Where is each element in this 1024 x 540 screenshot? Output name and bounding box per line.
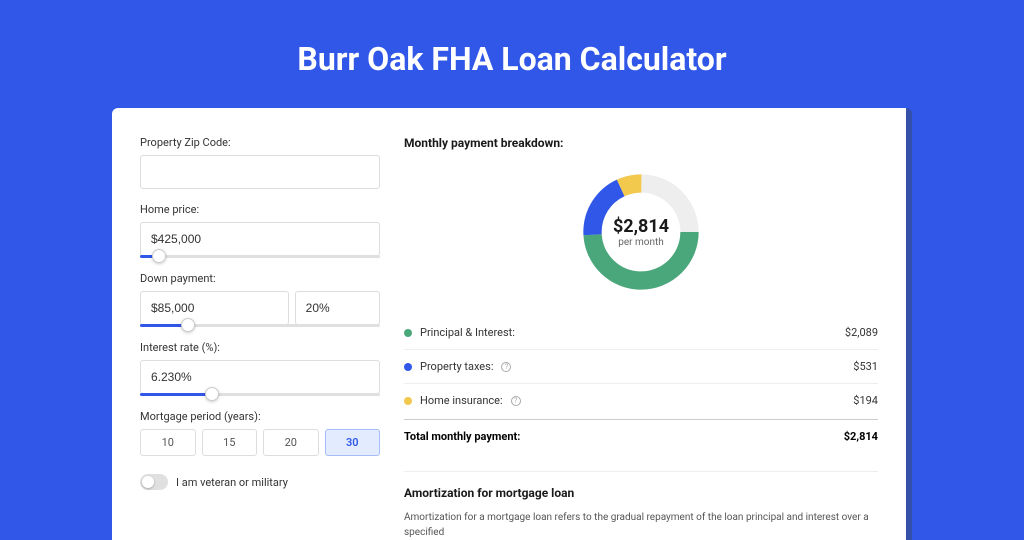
period-option-15[interactable]: 15 <box>202 429 258 456</box>
interest-rate-group: Interest rate (%): <box>140 341 380 396</box>
interest-rate-input[interactable] <box>140 360 380 394</box>
results-panel: Monthly payment breakdown: $2,814 per mo… <box>404 136 878 540</box>
down-payment-slider[interactable] <box>140 324 380 327</box>
slider-thumb[interactable] <box>152 249 166 263</box>
legend-label: Principal & Interest: <box>420 326 515 339</box>
legend-dot <box>404 329 412 337</box>
down-payment-percent-input[interactable] <box>295 291 380 325</box>
legend-value: $194 <box>853 394 878 407</box>
total-label: Total monthly payment: <box>404 430 520 443</box>
veteran-row: I am veteran or military <box>140 474 380 490</box>
mortgage-period-options: 10152030 <box>140 429 380 456</box>
legend-label: Home insurance: <box>420 394 503 407</box>
zip-label: Property Zip Code: <box>140 136 380 149</box>
home-price-slider[interactable] <box>140 255 380 258</box>
down-payment-group: Down payment: <box>140 272 380 327</box>
info-icon[interactable]: ? <box>501 362 511 372</box>
down-payment-amount-input[interactable] <box>140 291 289 325</box>
form-panel: Property Zip Code: Home price: Down paym… <box>140 136 380 540</box>
calculator-card: Property Zip Code: Home price: Down paym… <box>112 108 912 540</box>
slider-thumb[interactable] <box>205 387 219 401</box>
zip-group: Property Zip Code: <box>140 136 380 189</box>
page-title: Burr Oak FHA Loan Calculator <box>0 0 1024 108</box>
period-option-10[interactable]: 10 <box>140 429 196 456</box>
amortization-title: Amortization for mortgage loan <box>404 486 878 500</box>
total-row: Total monthly payment: $2,814 <box>404 419 878 453</box>
breakdown-title: Monthly payment breakdown: <box>404 136 878 150</box>
interest-rate-label: Interest rate (%): <box>140 341 380 354</box>
down-payment-label: Down payment: <box>140 272 380 285</box>
donut-chart: $2,814 per month <box>404 168 878 296</box>
veteran-label: I am veteran or military <box>176 476 288 489</box>
amortization-body: Amortization for a mortgage loan refers … <box>404 510 878 540</box>
legend-row: Property taxes:? $531 <box>404 350 878 384</box>
legend-dot <box>404 363 412 371</box>
legend: Principal & Interest: $2,089 Property taxe… <box>404 316 878 417</box>
zip-input[interactable] <box>140 155 380 189</box>
period-option-30[interactable]: 30 <box>325 429 381 456</box>
home-price-label: Home price: <box>140 203 380 216</box>
legend-value: $2,089 <box>845 326 878 339</box>
home-price-group: Home price: <box>140 203 380 258</box>
donut-center-value: $2,814 <box>613 216 669 237</box>
legend-value: $531 <box>853 360 878 373</box>
legend-row: Principal & Interest: $2,089 <box>404 316 878 350</box>
interest-rate-slider[interactable] <box>140 393 380 396</box>
total-value: $2,814 <box>844 430 878 443</box>
period-option-20[interactable]: 20 <box>263 429 319 456</box>
slider-thumb[interactable] <box>181 318 195 332</box>
home-price-input[interactable] <box>140 222 380 256</box>
legend-row: Home insurance:? $194 <box>404 384 878 417</box>
veteran-toggle[interactable] <box>140 474 168 490</box>
donut-center-label: per month <box>618 237 664 248</box>
mortgage-period-group: Mortgage period (years): 10152030 <box>140 410 380 456</box>
info-icon[interactable]: ? <box>511 396 521 406</box>
legend-label: Property taxes: <box>420 360 493 373</box>
legend-dot <box>404 397 412 405</box>
mortgage-period-label: Mortgage period (years): <box>140 410 380 423</box>
amortization-section: Amortization for mortgage loan Amortizat… <box>404 471 878 540</box>
